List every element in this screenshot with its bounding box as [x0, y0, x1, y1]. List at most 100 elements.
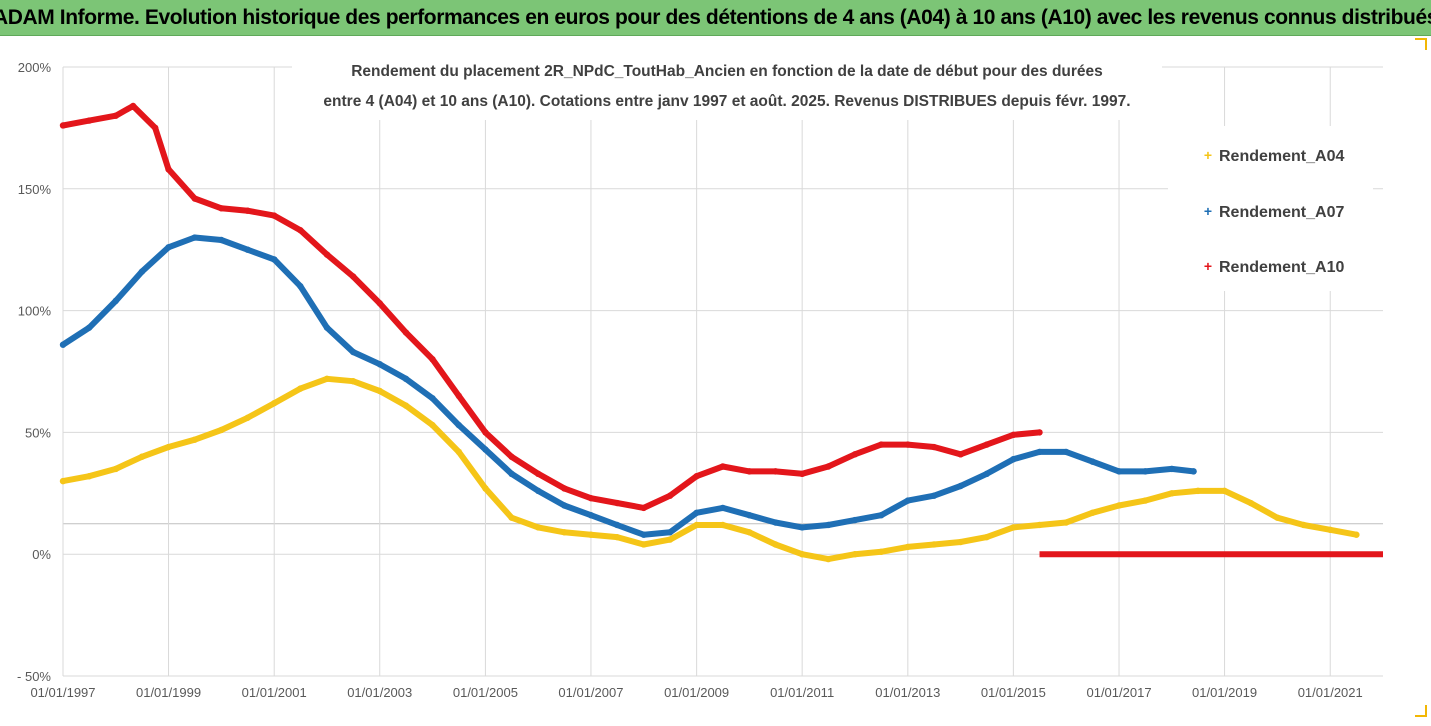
data-point-Rendement_A07 — [561, 502, 567, 508]
data-point-Rendement_A07 — [86, 324, 92, 330]
y-tick-label: - 50% — [17, 669, 51, 684]
data-point-Rendement_A10 — [746, 468, 752, 474]
x-tick-label: 01/01/2007 — [558, 685, 623, 700]
data-point-Rendement_A07 — [667, 529, 673, 535]
data-point-Rendement_A04 — [1248, 500, 1254, 506]
y-tick-label: 50% — [25, 425, 51, 440]
x-tick-label: 01/01/2019 — [1192, 685, 1257, 700]
data-point-Rendement_A10 — [772, 468, 778, 474]
data-point-Rendement_A10 — [165, 166, 171, 172]
data-point-Rendement_A10 — [878, 441, 884, 447]
data-point-Rendement_A10 — [508, 454, 514, 460]
data-point-Rendement_A10 — [825, 463, 831, 469]
data-point-Rendement_A04 — [86, 473, 92, 479]
data-point-Rendement_A07 — [324, 324, 330, 330]
data-point-Rendement_A04 — [1142, 497, 1148, 503]
data-point-Rendement_A04 — [588, 532, 594, 538]
data-point-Rendement_A07 — [984, 471, 990, 477]
data-point-Rendement_A07 — [535, 488, 541, 494]
data-point-Rendement_A10 — [86, 117, 92, 123]
data-point-Rendement_A10 — [614, 500, 620, 506]
corner-mark-top-right — [1415, 38, 1427, 50]
data-point-Rendement_A07 — [244, 247, 250, 253]
x-tick-label: 01/01/2017 — [1086, 685, 1151, 700]
data-point-Rendement_A10 — [244, 208, 250, 214]
data-point-Rendement_A10 — [1036, 429, 1042, 435]
data-point-Rendement_A10 — [561, 485, 567, 491]
data-point-Rendement_A07 — [350, 349, 356, 355]
data-point-Rendement_A04 — [429, 422, 435, 428]
data-point-Rendement_A07 — [191, 234, 197, 240]
legend-label: Rendement_A04 — [1219, 148, 1344, 165]
data-point-Rendement_A07 — [113, 298, 119, 304]
data-point-Rendement_A04 — [746, 529, 752, 535]
data-point-Rendement_A10 — [588, 495, 594, 501]
x-tick-label: 01/01/1999 — [136, 685, 201, 700]
data-point-Rendement_A04 — [535, 524, 541, 530]
data-point-Rendement_A10 — [535, 471, 541, 477]
data-point-Rendement_A04 — [667, 536, 673, 542]
data-point-Rendement_A10 — [130, 103, 136, 109]
data-point-Rendement_A04 — [218, 427, 224, 433]
data-point-Rendement_A04 — [1063, 519, 1069, 525]
corner-mark-bottom-right — [1415, 705, 1427, 717]
data-point-Rendement_A10 — [799, 471, 805, 477]
data-point-Rendement_A07 — [1142, 468, 1148, 474]
data-point-Rendement_A10 — [218, 205, 224, 211]
data-point-Rendement_A04 — [1010, 524, 1016, 530]
data-point-Rendement_A10 — [984, 441, 990, 447]
data-point-Rendement_A07 — [1190, 468, 1196, 474]
data-point-Rendement_A10 — [152, 125, 158, 131]
data-point-Rendement_A07 — [60, 342, 66, 348]
data-point-Rendement_A04 — [1353, 532, 1359, 538]
data-point-Rendement_A07 — [508, 471, 514, 477]
data-point-Rendement_A04 — [191, 437, 197, 443]
data-point-Rendement_A10 — [297, 227, 303, 233]
data-point-Rendement_A10 — [931, 444, 937, 450]
data-point-Rendement_A10 — [482, 429, 488, 435]
data-point-Rendement_A10 — [641, 505, 647, 511]
data-point-Rendement_A04 — [693, 522, 699, 528]
y-tick-label: 100% — [18, 304, 52, 319]
data-point-Rendement_A07 — [720, 505, 726, 511]
y-tick-labels: 200%150%100%50%0%- 50% — [17, 60, 51, 684]
legend-marker: + — [1204, 258, 1212, 274]
x-tick-label: 01/01/2009 — [664, 685, 729, 700]
legend-marker: + — [1204, 203, 1212, 219]
data-point-Rendement_A04 — [165, 444, 171, 450]
data-point-Rendement_A10 — [271, 212, 277, 218]
legend-label: Rendement_A07 — [1219, 204, 1344, 221]
data-point-Rendement_A07 — [1089, 458, 1095, 464]
data-point-Rendement_A04 — [561, 529, 567, 535]
data-point-Rendement_A04 — [139, 454, 145, 460]
data-point-Rendement_A07 — [878, 512, 884, 518]
data-point-Rendement_A07 — [1063, 449, 1069, 455]
data-point-Rendement_A07 — [482, 446, 488, 452]
data-point-Rendement_A04 — [931, 541, 937, 547]
data-point-Rendement_A04 — [244, 415, 250, 421]
data-point-Rendement_A07 — [456, 422, 462, 428]
data-point-Rendement_A07 — [746, 512, 752, 518]
x-tick-label: 01/01/2015 — [981, 685, 1046, 700]
data-point-Rendement_A07 — [693, 510, 699, 516]
data-point-Rendement_A04 — [113, 466, 119, 472]
data-point-Rendement_A04 — [1195, 488, 1201, 494]
data-point-Rendement_A04 — [377, 388, 383, 394]
data-point-Rendement_A04 — [297, 385, 303, 391]
data-point-Rendement_A04 — [957, 539, 963, 545]
legend-marker: + — [1204, 147, 1212, 163]
data-point-Rendement_A04 — [1300, 522, 1306, 528]
data-point-Rendement_A04 — [878, 549, 884, 555]
data-point-Rendement_A10 — [905, 441, 911, 447]
data-point-Rendement_A04 — [324, 376, 330, 382]
data-point-Rendement_A07 — [588, 512, 594, 518]
data-point-Rendement_A04 — [852, 551, 858, 557]
data-point-Rendement_A04 — [60, 478, 66, 484]
data-point-Rendement_A04 — [614, 534, 620, 540]
data-point-Rendement_A04 — [456, 449, 462, 455]
data-point-Rendement_A04 — [1274, 514, 1280, 520]
x-tick-label: 01/01/2013 — [875, 685, 940, 700]
